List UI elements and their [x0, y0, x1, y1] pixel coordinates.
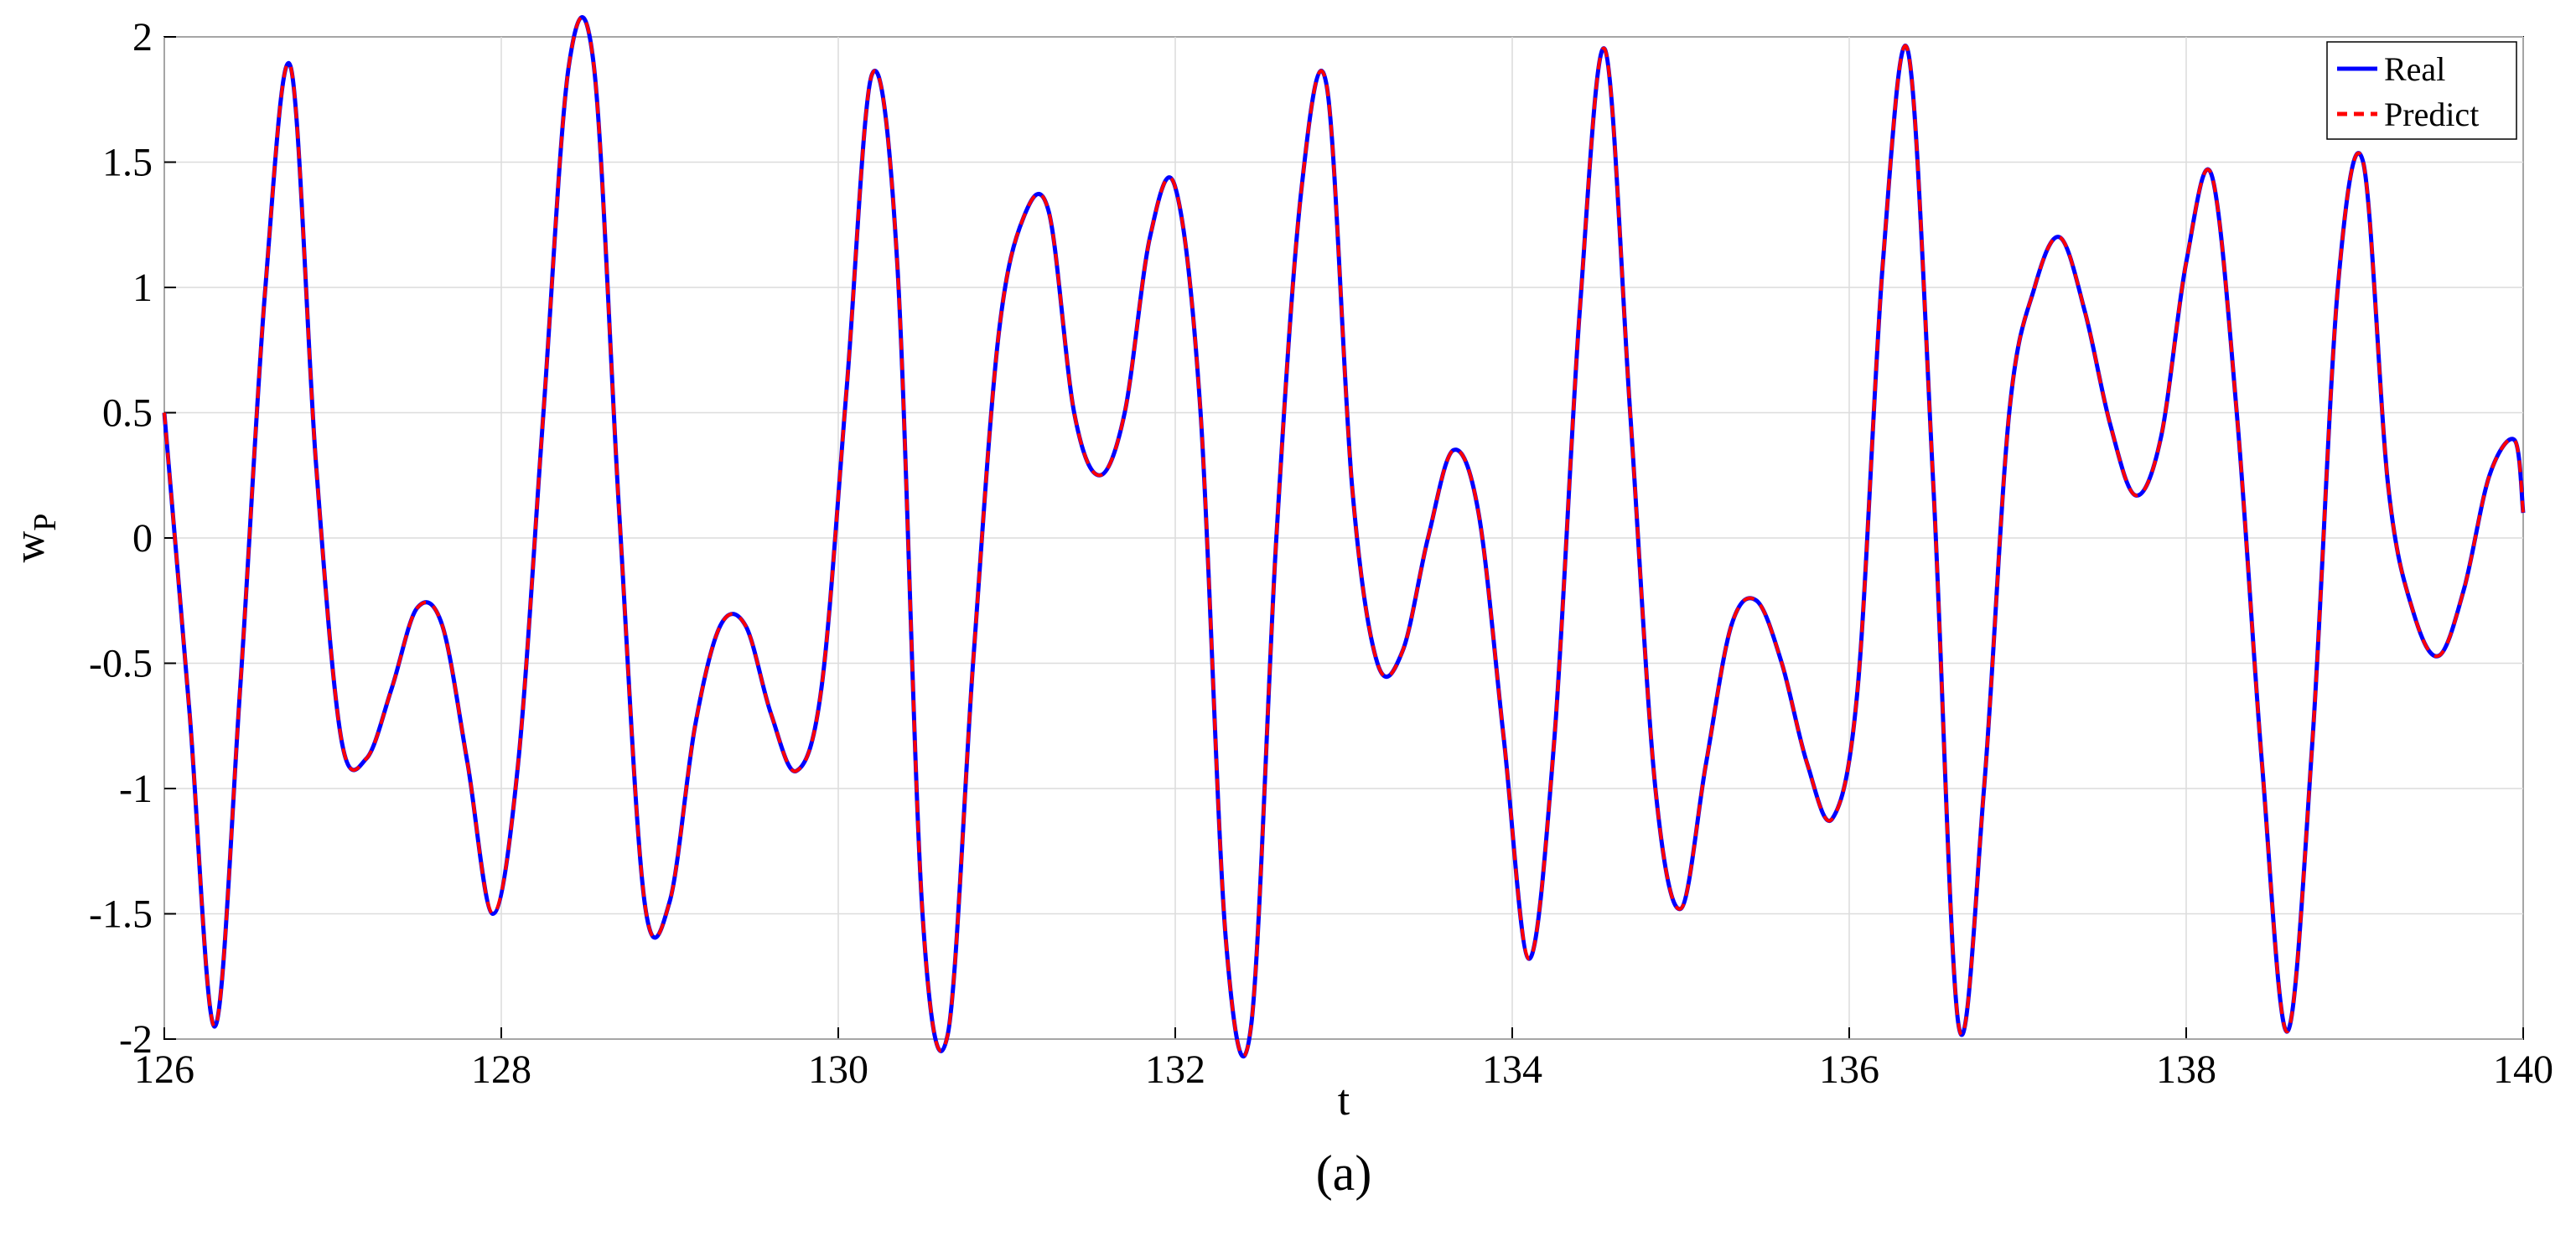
y-tick-label: 2: [132, 15, 153, 59]
legend: Real Predict: [2326, 41, 2517, 140]
y-tick-label: -2: [119, 1017, 153, 1062]
y-axis-label: wP: [6, 514, 63, 563]
y-axis-label-main: w: [6, 530, 54, 562]
y-tick-label: 0: [132, 516, 153, 561]
legend-real-label: Real: [2384, 50, 2445, 88]
x-tick-label: 128: [471, 1047, 531, 1092]
grid-lines: [163, 36, 2524, 1040]
legend-box: [2326, 41, 2517, 140]
series-lines: [162, 15, 2526, 1059]
y-tick-label: 1: [132, 266, 153, 310]
y-tick-label: -0.5: [89, 642, 153, 686]
x-tick-label: 136: [1819, 1047, 1879, 1092]
panel-label: (a): [1316, 1145, 1372, 1201]
y-tick-label: 0.5: [102, 391, 153, 436]
series-predict-line: [163, 15, 2525, 1058]
y-tick-label: -1.5: [89, 892, 153, 937]
y-axis-label-sub: P: [28, 514, 63, 531]
x-tick-label: 132: [1145, 1047, 1205, 1092]
svg-text:wP: wP: [6, 514, 63, 563]
x-tick-label: 134: [1482, 1047, 1542, 1092]
y-tick-label: 1.5: [102, 141, 153, 185]
y-tick-label: -1: [119, 767, 153, 811]
tick-labels: 126 128 130 132 134 136 138 140 -2 -1.5 -1 -0.5 0 0.5…: [89, 15, 2553, 1092]
x-tick-label: 138: [2156, 1047, 2216, 1092]
x-tick-label: 130: [808, 1047, 868, 1092]
x-tick-label: 126: [134, 1047, 194, 1092]
x-tick-label: 140: [2493, 1047, 2553, 1092]
legend-predict-label: Predict: [2384, 96, 2479, 133]
x-axis-label: t: [1338, 1077, 1350, 1125]
